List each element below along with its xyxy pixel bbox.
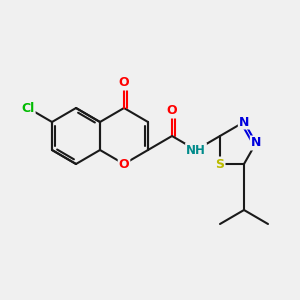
Text: Cl: Cl: [21, 101, 34, 115]
Text: O: O: [119, 158, 129, 170]
Text: S: S: [215, 158, 224, 170]
Text: N: N: [251, 136, 261, 149]
Text: O: O: [119, 76, 129, 89]
Text: NH: NH: [186, 143, 206, 157]
Text: N: N: [239, 116, 249, 128]
Text: O: O: [167, 104, 177, 118]
